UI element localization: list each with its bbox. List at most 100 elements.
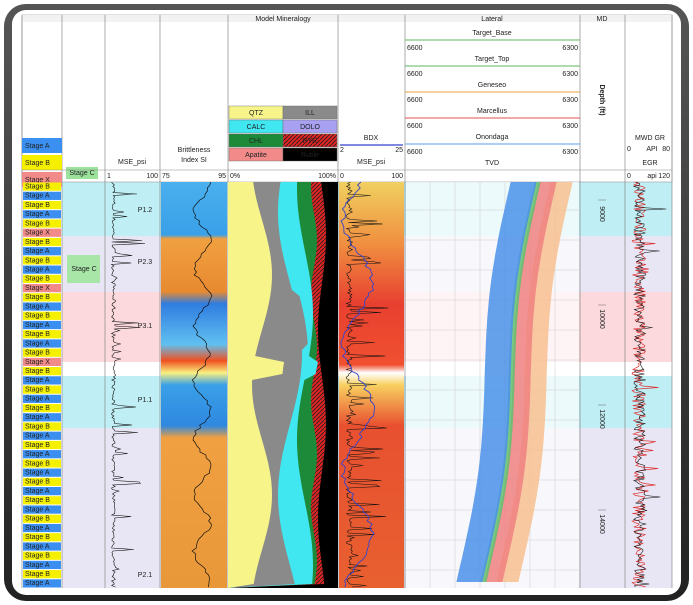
stage-cell xyxy=(23,431,61,440)
stage-cell xyxy=(23,357,61,367)
lithology-label: CALC xyxy=(247,124,266,131)
stage-cell xyxy=(23,200,61,210)
stage-label: Stage A xyxy=(25,525,50,532)
stage-cell xyxy=(23,210,61,219)
stage-cell xyxy=(23,339,61,348)
lithology-label: Rutile xyxy=(301,152,319,159)
label: 120 xyxy=(658,173,670,180)
label: Target_Base xyxy=(472,30,511,37)
stage-label: Stage B xyxy=(25,405,50,412)
stage-label: Stage B xyxy=(25,220,50,227)
stage-label: Stage A xyxy=(25,377,50,384)
label: 6600 xyxy=(407,71,423,78)
stage-cell xyxy=(23,450,61,459)
lithology-label: PYR xyxy=(303,138,317,145)
stage-cell xyxy=(23,302,61,311)
track-title: Brittleness Index SI xyxy=(178,147,211,164)
zone-label: P1.2 xyxy=(138,207,153,214)
stage-cell xyxy=(23,422,61,431)
label: 100 xyxy=(391,173,403,180)
stage-legend-label: Stage A xyxy=(25,143,50,150)
stage-label: Stage B xyxy=(25,276,50,283)
brittleness-curve xyxy=(191,181,213,588)
zone-label: P2.3 xyxy=(138,259,153,266)
label: 0% xyxy=(230,173,240,180)
lithology-swatch xyxy=(282,119,338,134)
label: Target_Top xyxy=(475,56,510,63)
stage-label: Stage B xyxy=(25,386,50,393)
label: Lateral xyxy=(481,16,503,23)
onondaga-band xyxy=(456,182,537,582)
label: Geneseo xyxy=(478,82,507,89)
depth-label: 14000 xyxy=(598,514,605,534)
label: 6600 xyxy=(407,149,423,156)
stage-cell xyxy=(23,542,61,551)
stage-label: Stage A xyxy=(25,340,50,347)
geneseo-band xyxy=(484,182,557,582)
stage-label: Stage A xyxy=(25,433,50,440)
lithology-label: DOLO xyxy=(300,124,320,131)
stage-cell xyxy=(23,274,61,283)
label: api xyxy=(647,173,657,180)
mse-curve xyxy=(110,181,146,588)
lithology-label: QTZ xyxy=(249,110,264,117)
stage-cell xyxy=(23,551,61,560)
label: 2 xyxy=(340,147,344,154)
stage-cell xyxy=(23,293,61,302)
stage-cell xyxy=(23,284,61,293)
stage-label: Stage B xyxy=(25,534,50,541)
label: Onondaga xyxy=(476,134,509,141)
stage-cell xyxy=(23,560,61,570)
stage-label: Stage B xyxy=(25,497,50,504)
stage-cell xyxy=(23,228,61,237)
label: 6300 xyxy=(562,97,578,104)
stage-cell xyxy=(23,367,61,376)
stage-label: Stage A xyxy=(25,211,50,218)
header-strip xyxy=(22,15,672,22)
stage-cell xyxy=(23,330,61,339)
label: 6300 xyxy=(562,71,578,78)
stage-cell xyxy=(23,256,61,265)
stage-label: Stage B xyxy=(25,553,50,560)
label: EGR xyxy=(642,160,657,167)
stage-label: Stage A xyxy=(25,396,50,403)
stage-label: Stage B xyxy=(25,257,50,264)
label: 1 xyxy=(107,173,111,180)
stage-cell xyxy=(23,523,61,533)
stage-label: Stage B xyxy=(25,368,50,375)
stage-cell xyxy=(23,191,61,200)
stage-legend-swatch xyxy=(22,138,62,153)
stage-label: Stage A xyxy=(25,488,50,495)
stage-label: Stage B xyxy=(25,331,50,338)
lithology-label: CHL xyxy=(249,138,263,145)
label: 6300 xyxy=(562,45,578,52)
stage-cell xyxy=(23,413,61,422)
stage-cell xyxy=(23,311,61,320)
label: 80 xyxy=(662,146,670,153)
stage-label: Stage B xyxy=(25,423,50,430)
label: TVD xyxy=(485,160,499,167)
qtz-fill xyxy=(228,182,285,588)
label: MWD GR xyxy=(635,135,665,142)
zone-label: P3.1 xyxy=(138,323,153,330)
label: 6300 xyxy=(562,149,578,156)
stage-label: Stage B xyxy=(25,183,50,190)
label: 75 xyxy=(162,173,170,180)
stage-c-box xyxy=(67,255,100,283)
label: 95 xyxy=(218,173,226,180)
stage-label: Stage A xyxy=(25,470,50,477)
stage-cell xyxy=(23,440,61,450)
stage-cell xyxy=(23,394,61,403)
label: 6600 xyxy=(407,123,423,130)
stage-legend-label: Stage X xyxy=(25,177,50,184)
stage-cell xyxy=(23,348,61,357)
stage-cell xyxy=(23,487,61,496)
egr-curve xyxy=(632,181,667,588)
stage-label: Stage A xyxy=(25,303,50,310)
stage-label: Stage B xyxy=(25,516,50,523)
stage-label: Stage B xyxy=(25,442,50,449)
stage-cell xyxy=(23,247,61,256)
stage-label: Stage B xyxy=(25,313,50,320)
stage-label: Stage A xyxy=(25,248,50,255)
